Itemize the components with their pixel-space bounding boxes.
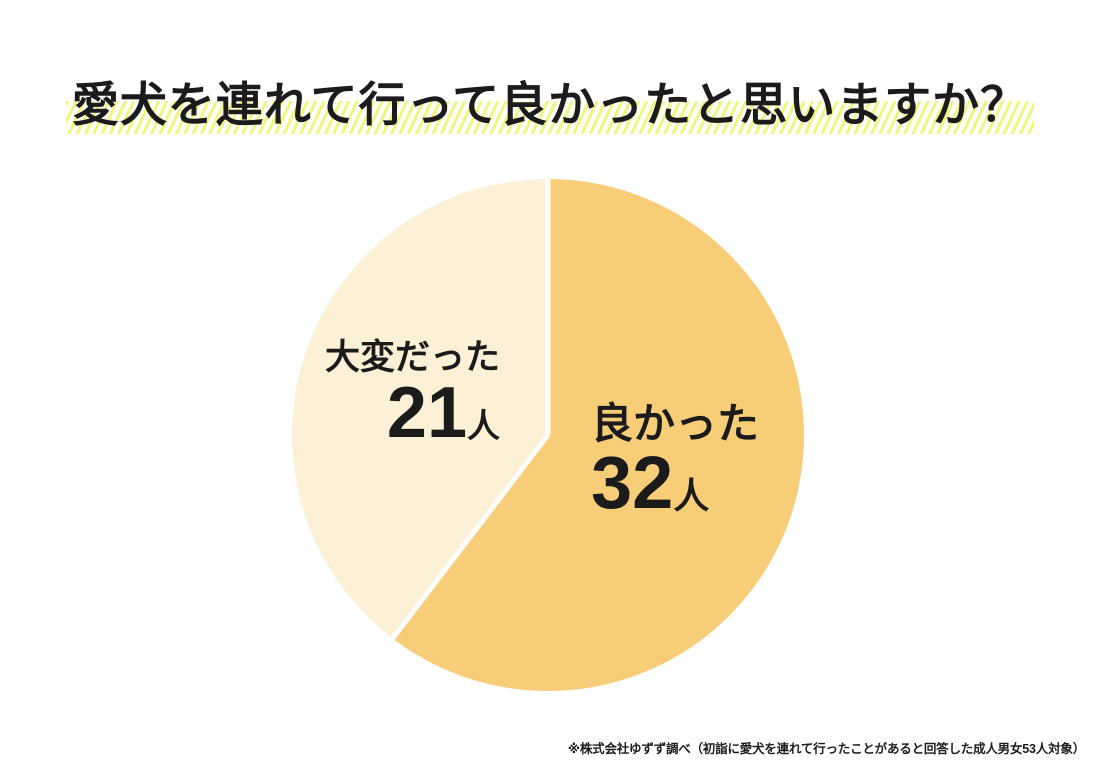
pie-slice-1: [292, 179, 548, 639]
page-title: 愛犬を連れて行って良かったと思いますか？: [65, 76, 1035, 135]
pie-slice-0: [392, 179, 805, 692]
source-footnote: ※株式会社ゆずず調べ（初詣に愛犬を連れて行ったことがあると回答した成人男女53人…: [567, 742, 1085, 756]
title-highlight-stripes: [65, 100, 1035, 134]
slice-unit-good: 人: [673, 475, 710, 517]
slice-label-good-name: 良かった: [591, 400, 760, 447]
slice-label-tough: 大変だった 21人: [324, 338, 500, 449]
page-title-text: 愛犬を連れて行って良かったと思いますか？: [71, 78, 1029, 131]
slice-divider: [388, 433, 550, 643]
title-area: 愛犬を連れて行って良かったと思いますか？: [0, 76, 1100, 135]
slice-value-tough: 21: [386, 372, 467, 453]
slice-unit-tough: 人: [467, 406, 500, 444]
slice-label-tough-name: 大変だった: [324, 338, 500, 377]
slice-value-good: 32: [591, 441, 674, 525]
slice-label-good: 良かった 32人: [591, 400, 760, 520]
slice-label-good-count: 32人: [591, 446, 759, 520]
slice-label-tough-count: 21人: [325, 377, 500, 449]
